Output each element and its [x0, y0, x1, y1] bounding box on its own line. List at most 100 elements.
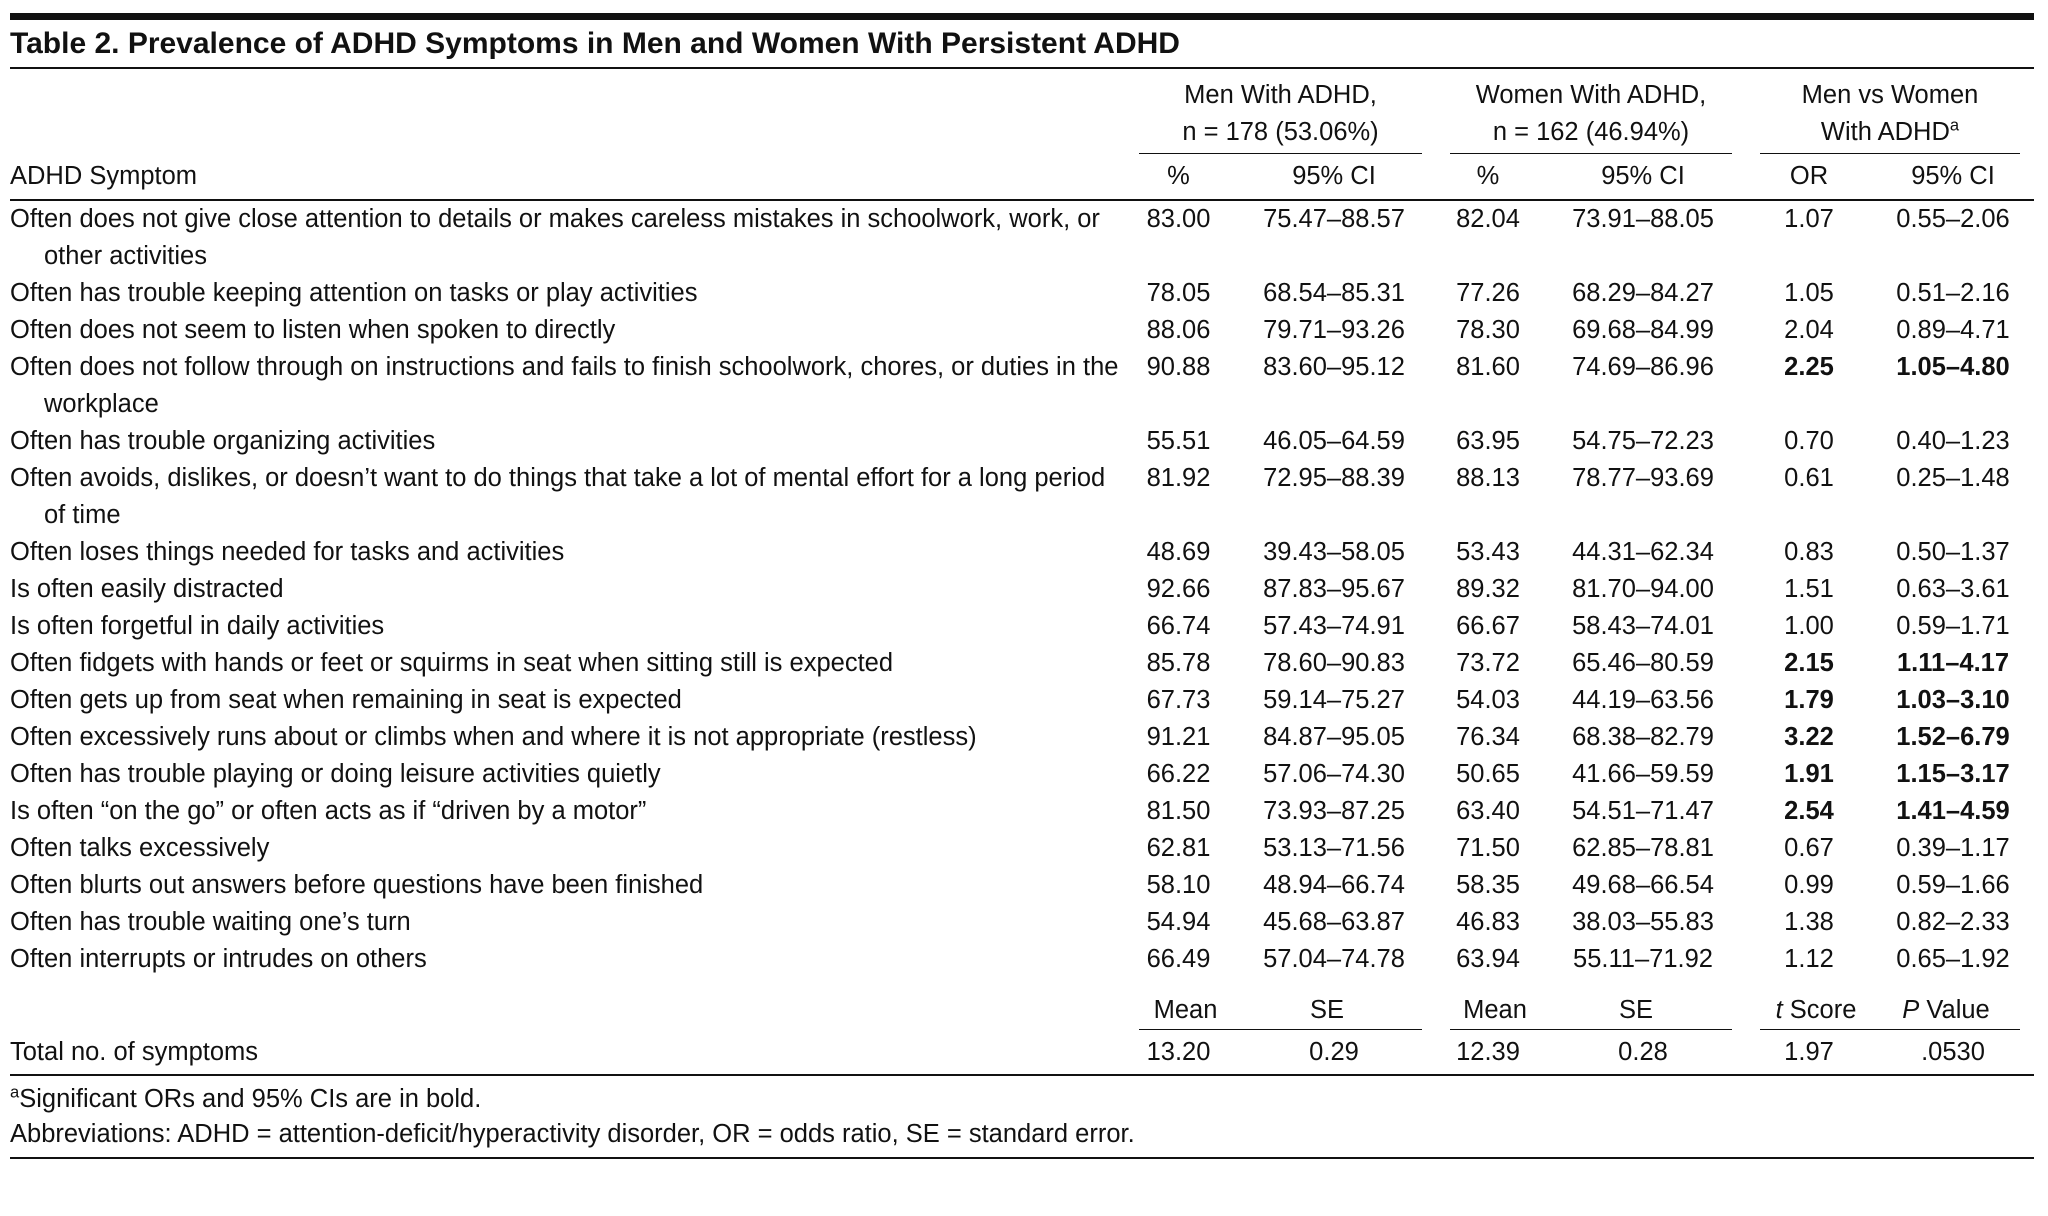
- data-row: Is often “on the go” or often acts as if…: [10, 793, 2034, 830]
- symptom-cell: Often loses things needed for tasks and …: [10, 534, 1125, 571]
- value: 1.41–4.59: [1896, 797, 2010, 825]
- value-cell: 73.72: [1436, 645, 1540, 682]
- value: 41.66–59.59: [1572, 760, 1714, 788]
- value: 0.25–1.48: [1896, 464, 2010, 492]
- group-underline: Women With ADHD, n = 162 (46.94%): [1450, 77, 1732, 154]
- value: 1.00: [1784, 612, 1834, 640]
- value-cell: 54.03: [1436, 682, 1540, 719]
- value-cell: 1.38: [1746, 904, 1872, 941]
- value-cell: 90.88: [1125, 349, 1232, 423]
- symptom-cell: Is often “on the go” or often acts as if…: [10, 793, 1125, 830]
- value-cell: 65.46–80.59: [1540, 645, 1746, 682]
- summary-label: Value: [1926, 996, 1990, 1024]
- data-row: Often interrupts or intrudes on others 66…: [10, 941, 2034, 978]
- value: 73.93–87.25: [1263, 797, 1405, 825]
- value-cell: 81.70–94.00: [1540, 571, 1746, 608]
- value-cell: 88.06: [1125, 312, 1232, 349]
- value-cell: 76.34: [1436, 719, 1540, 756]
- group-header: Women With ADHD, n = 162 (46.94%): [1436, 69, 1746, 154]
- value: 73.72: [1456, 649, 1520, 677]
- symptom-cell: Often has trouble waiting one’s turn: [10, 904, 1125, 941]
- value: 63.94: [1456, 945, 1520, 973]
- data-row: Often avoids, dislikes, or doesn’t want …: [10, 460, 2034, 534]
- value: 67.73: [1146, 686, 1211, 714]
- value-cell: 77.26: [1436, 275, 1540, 312]
- group-text: n = 162 (46.94%): [1492, 118, 1690, 146]
- value-cell: 81.50: [1125, 793, 1232, 830]
- value-cell: 0.39–1.17: [1872, 830, 2034, 867]
- data-row: Often does not seem to listen when spoke…: [10, 312, 2034, 349]
- data-row: Often has trouble keeping attention on t…: [10, 275, 2034, 312]
- value-cell: 58.43–74.01: [1540, 608, 1746, 645]
- symptom-cell: Often fidgets with hands or feet or squi…: [10, 645, 1125, 682]
- value-cell: 49.68–66.54: [1540, 867, 1746, 904]
- symptom: Often does not seem to listen when spoke…: [10, 316, 616, 344]
- value-cell: 1.41–4.59: [1872, 793, 2034, 830]
- symptom-cell: Often does not seem to listen when spoke…: [10, 312, 1125, 349]
- group-line: Men vs Women: [1801, 81, 1979, 109]
- value-cell: 58.10: [1125, 867, 1232, 904]
- total-row: Total no. of symptoms 13.20 0.29 12.39 0.28 1…: [10, 1030, 2035, 1076]
- group-line: n = 162 (46.94%): [1450, 114, 1732, 151]
- total-value: 0.29: [1232, 1030, 1436, 1076]
- value: 1.38: [1784, 908, 1834, 936]
- value: 0.89–4.71: [1896, 316, 2010, 344]
- footnote: Abbreviations: ADHD = attention-deficit/…: [10, 1117, 2034, 1152]
- value: 2.25: [1784, 353, 1834, 381]
- value: 92.66: [1146, 575, 1211, 603]
- group-text: n = 178 (53.06%): [1182, 118, 1379, 146]
- value-cell: 0.89–4.71: [1872, 312, 2034, 349]
- value-cell: 0.70: [1746, 423, 1872, 460]
- value-cell: 48.69: [1125, 534, 1232, 571]
- value: 0.40–1.23: [1896, 427, 2010, 455]
- summary-header: Mean: [1125, 978, 1232, 1030]
- value: 83.60–95.12: [1263, 353, 1405, 381]
- value: 81.60: [1456, 353, 1520, 381]
- column-header: OR: [1746, 154, 1872, 201]
- value-cell: 0.82–2.33: [1872, 904, 2034, 941]
- value-cell: 1.51: [1746, 571, 1872, 608]
- value: 0.59–1.66: [1896, 871, 2010, 899]
- footnote: aSignificant ORs and 95% CIs are in bold…: [10, 1082, 2034, 1117]
- value-cell: 67.73: [1125, 682, 1232, 719]
- value-cell: 1.03–3.10: [1872, 682, 2034, 719]
- summary-header-row: Mean SE Mean SE t Score P Value: [10, 978, 2034, 1030]
- value-cell: 1.15–3.17: [1872, 756, 2034, 793]
- group-header: Men vs Women With ADHDa: [1746, 69, 2034, 154]
- value: 0.51–2.16: [1896, 279, 2010, 307]
- value-cell: 0.67: [1746, 830, 1872, 867]
- value: 1.05–4.80: [1896, 353, 2010, 381]
- symptom-cell: Is often forgetful in daily activities: [10, 608, 1125, 645]
- value-cell: 1.52–6.79: [1872, 719, 2034, 756]
- summary-underline: SE: [1232, 992, 1422, 1030]
- value-cell: 88.13: [1436, 460, 1540, 534]
- subheader-row: ADHD Symptom% 95% CI% 95% CI OR 95% CI: [10, 154, 2035, 201]
- summary-header: Mean: [1436, 978, 1540, 1030]
- symptom-cell: Is often easily distracted: [10, 571, 1125, 608]
- value: 62.85–78.81: [1572, 834, 1714, 862]
- value-cell: 81.92: [1125, 460, 1232, 534]
- symptom: Often gets up from seat when remaining i…: [10, 686, 682, 714]
- data-row: Often fidgets with hands or feet or squi…: [10, 645, 2034, 682]
- table-title: Table 2. Prevalence of ADHD Symptoms in …: [10, 20, 2034, 69]
- value-cell: 81.60: [1436, 349, 1540, 423]
- value: 62.81: [1146, 834, 1211, 862]
- stub-cell: [10, 978, 1125, 1030]
- value-cell: 87.83–95.67: [1232, 571, 1436, 608]
- value: 81.92: [1146, 464, 1211, 492]
- symptom: Often fidgets with hands or feet or squi…: [10, 649, 894, 677]
- value-cell: 69.68–84.99: [1540, 312, 1746, 349]
- value: 65.46–80.59: [1572, 649, 1714, 677]
- value-cell: 58.35: [1436, 867, 1540, 904]
- group-line: Women With ADHD,: [1475, 81, 1707, 109]
- symptom: Often interrupts or intrudes on others: [10, 945, 427, 973]
- value-cell: 0.25–1.48: [1872, 460, 2034, 534]
- value: 0.39–1.17: [1896, 834, 2010, 862]
- data-row: Often has trouble waiting one’s turn 54.9…: [10, 904, 2034, 941]
- value: 46.05–64.59: [1263, 427, 1405, 455]
- value: 1.51: [1784, 575, 1834, 603]
- value-cell: 82.04: [1436, 200, 1540, 275]
- value-cell: 41.66–59.59: [1540, 756, 1746, 793]
- value-cell: 2.25: [1746, 349, 1872, 423]
- column-header: %: [1125, 154, 1232, 201]
